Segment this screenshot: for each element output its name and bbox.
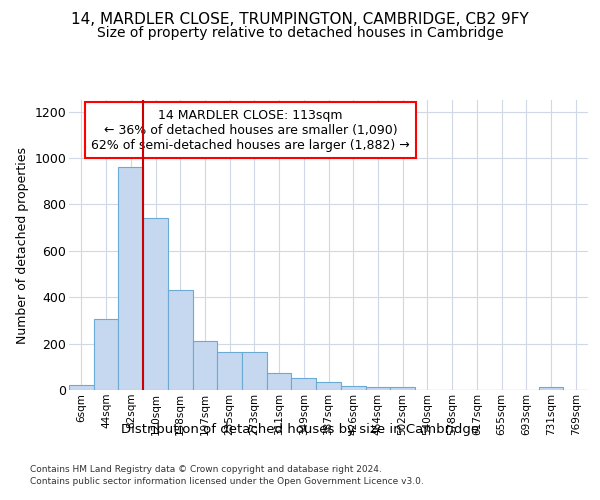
Text: Distribution of detached houses by size in Cambridge: Distribution of detached houses by size … [121, 422, 479, 436]
Bar [341, 386, 365, 390]
Bar [390, 387, 415, 390]
Bar [242, 352, 267, 390]
Text: Contains HM Land Registry data © Crown copyright and database right 2024.: Contains HM Land Registry data © Crown c… [30, 465, 382, 474]
Text: 14, MARDLER CLOSE, TRUMPINGTON, CAMBRIDGE, CB2 9FY: 14, MARDLER CLOSE, TRUMPINGTON, CAMBRIDG… [71, 12, 529, 28]
Bar [365, 387, 390, 390]
Bar [267, 372, 292, 390]
Bar [69, 385, 94, 390]
Bar [143, 218, 168, 390]
Bar [217, 352, 242, 390]
Bar [193, 341, 217, 390]
Bar [118, 166, 143, 390]
Bar [94, 318, 118, 390]
Text: 14 MARDLER CLOSE: 113sqm   
← 36% of detached houses are smaller (1,090)
62% of : 14 MARDLER CLOSE: 113sqm ← 36% of detach… [91, 108, 410, 152]
Bar [316, 382, 341, 390]
Bar [292, 378, 316, 390]
Text: Size of property relative to detached houses in Cambridge: Size of property relative to detached ho… [97, 26, 503, 40]
Text: Contains public sector information licensed under the Open Government Licence v3: Contains public sector information licen… [30, 478, 424, 486]
Bar [168, 290, 193, 390]
Y-axis label: Number of detached properties: Number of detached properties [16, 146, 29, 344]
Bar [539, 387, 563, 390]
